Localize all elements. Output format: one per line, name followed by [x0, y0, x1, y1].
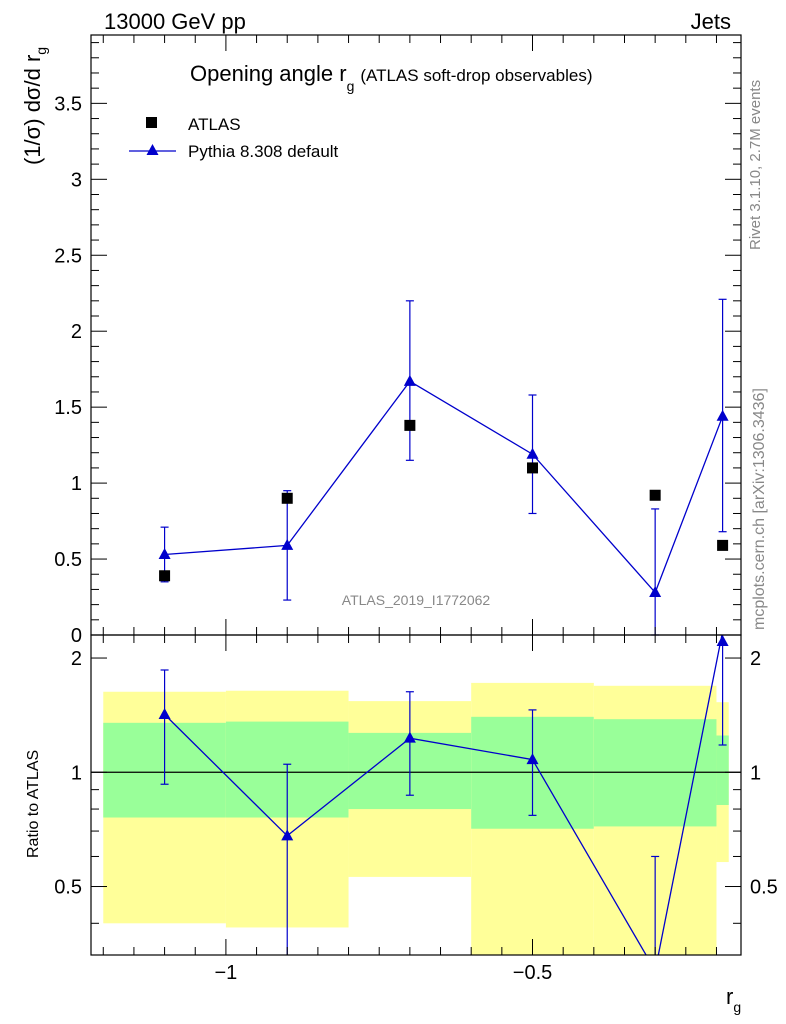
legend-mc-marker: [146, 144, 159, 155]
ratio-frame: [90, 634, 742, 956]
ratio-band-inner: [716, 735, 729, 805]
atlas-point: [717, 539, 729, 551]
ratio-axes: 0.5 0.5 1 1 2 2 −1 −0.5: [54, 634, 778, 984]
ratio-pythia-point: [158, 707, 171, 719]
mcplots-label: mcplots.cern.ch [arXiv:1306.3436]: [751, 388, 768, 630]
atlas-point: [159, 570, 171, 582]
main-ytick-label: 0.5: [54, 549, 82, 571]
ratio-ytick-label: 2: [71, 648, 82, 670]
ylabel-main-group: (1/σ) dσ/d rg: [20, 47, 49, 165]
rivet-label: Rivet 3.1.10, 2.7M events: [747, 80, 764, 250]
pythia-point: [526, 447, 539, 459]
main-ytick-label: 3.5: [54, 93, 82, 115]
main-ytick-label: 1.5: [54, 397, 82, 419]
legend: ATLAS Pythia 8.308 default: [129, 115, 339, 161]
header-right: Jets: [691, 9, 731, 34]
xlabel-sub: g: [733, 999, 741, 1015]
ratio-pythia-point: [526, 753, 539, 765]
title-detail: (ATLAS soft-drop observables): [360, 66, 592, 85]
legend-atlas-marker: [146, 117, 157, 128]
legend-mc-label: Pythia 8.308 default: [188, 142, 339, 161]
pythia-point: [649, 585, 662, 597]
atlas-point: [649, 489, 661, 501]
main-ytick-label: 2: [71, 321, 82, 343]
pythia-point: [403, 374, 416, 386]
analysis-watermark: ATLAS_2019_I1772062: [342, 592, 491, 608]
ratio-ytick-label-right: 2: [750, 648, 761, 670]
ratio-pythia-point: [403, 731, 416, 743]
main-ytick-label: 1: [71, 473, 82, 495]
ylabel-main-sub: g: [33, 47, 49, 55]
ratio-series: [158, 635, 729, 955]
header-left: 13000 GeV pp: [104, 9, 246, 34]
pythia-point: [158, 547, 171, 559]
ratio-ytick-label: 1: [71, 762, 82, 784]
atlas-point: [281, 492, 293, 504]
legend-atlas-label: ATLAS: [188, 115, 241, 134]
ylabel-main: (1/σ) dσ/d rg: [20, 47, 49, 165]
xlabel: rg: [726, 984, 741, 1015]
main-axes: 0 0.5 1 1.5 2 2.5 3 3.5: [54, 34, 742, 647]
ratio-ytick-label: 0.5: [54, 877, 82, 899]
ylabel-ratio: Ratio to ATLAS: [25, 750, 42, 858]
ratio-ytick-label-right: 0.5: [750, 877, 778, 899]
atlas-point: [527, 462, 539, 474]
ratio-pythia-point: [281, 829, 294, 841]
main-ytick-label: 3: [71, 169, 82, 191]
atlas-point: [404, 419, 416, 431]
ratio-pythia-point: [716, 635, 729, 646]
pythia-line: [164, 380, 724, 594]
main-ytick-label: 0: [71, 625, 82, 647]
ratio-ytick-label-right: 1: [750, 762, 761, 784]
chart-title: Opening angle rg (ATLAS soft-drop observa…: [190, 61, 592, 94]
xtick-label: −1: [214, 962, 237, 984]
main-ytick-label: 2.5: [54, 245, 82, 267]
xlabel-text: r: [726, 984, 733, 1009]
ratio-pythia-line: [164, 635, 723, 955]
title-main: Opening angle r: [190, 61, 347, 86]
pythia-point: [281, 538, 294, 550]
pythia-point: [716, 409, 729, 421]
ylabel-main-text: (1/σ) dσ/d r: [20, 55, 45, 165]
title-main-sub: g: [347, 78, 355, 94]
main-series: [158, 298, 729, 636]
ratio-bands: [91, 682, 741, 955]
xtick-label: −0.5: [513, 962, 552, 984]
